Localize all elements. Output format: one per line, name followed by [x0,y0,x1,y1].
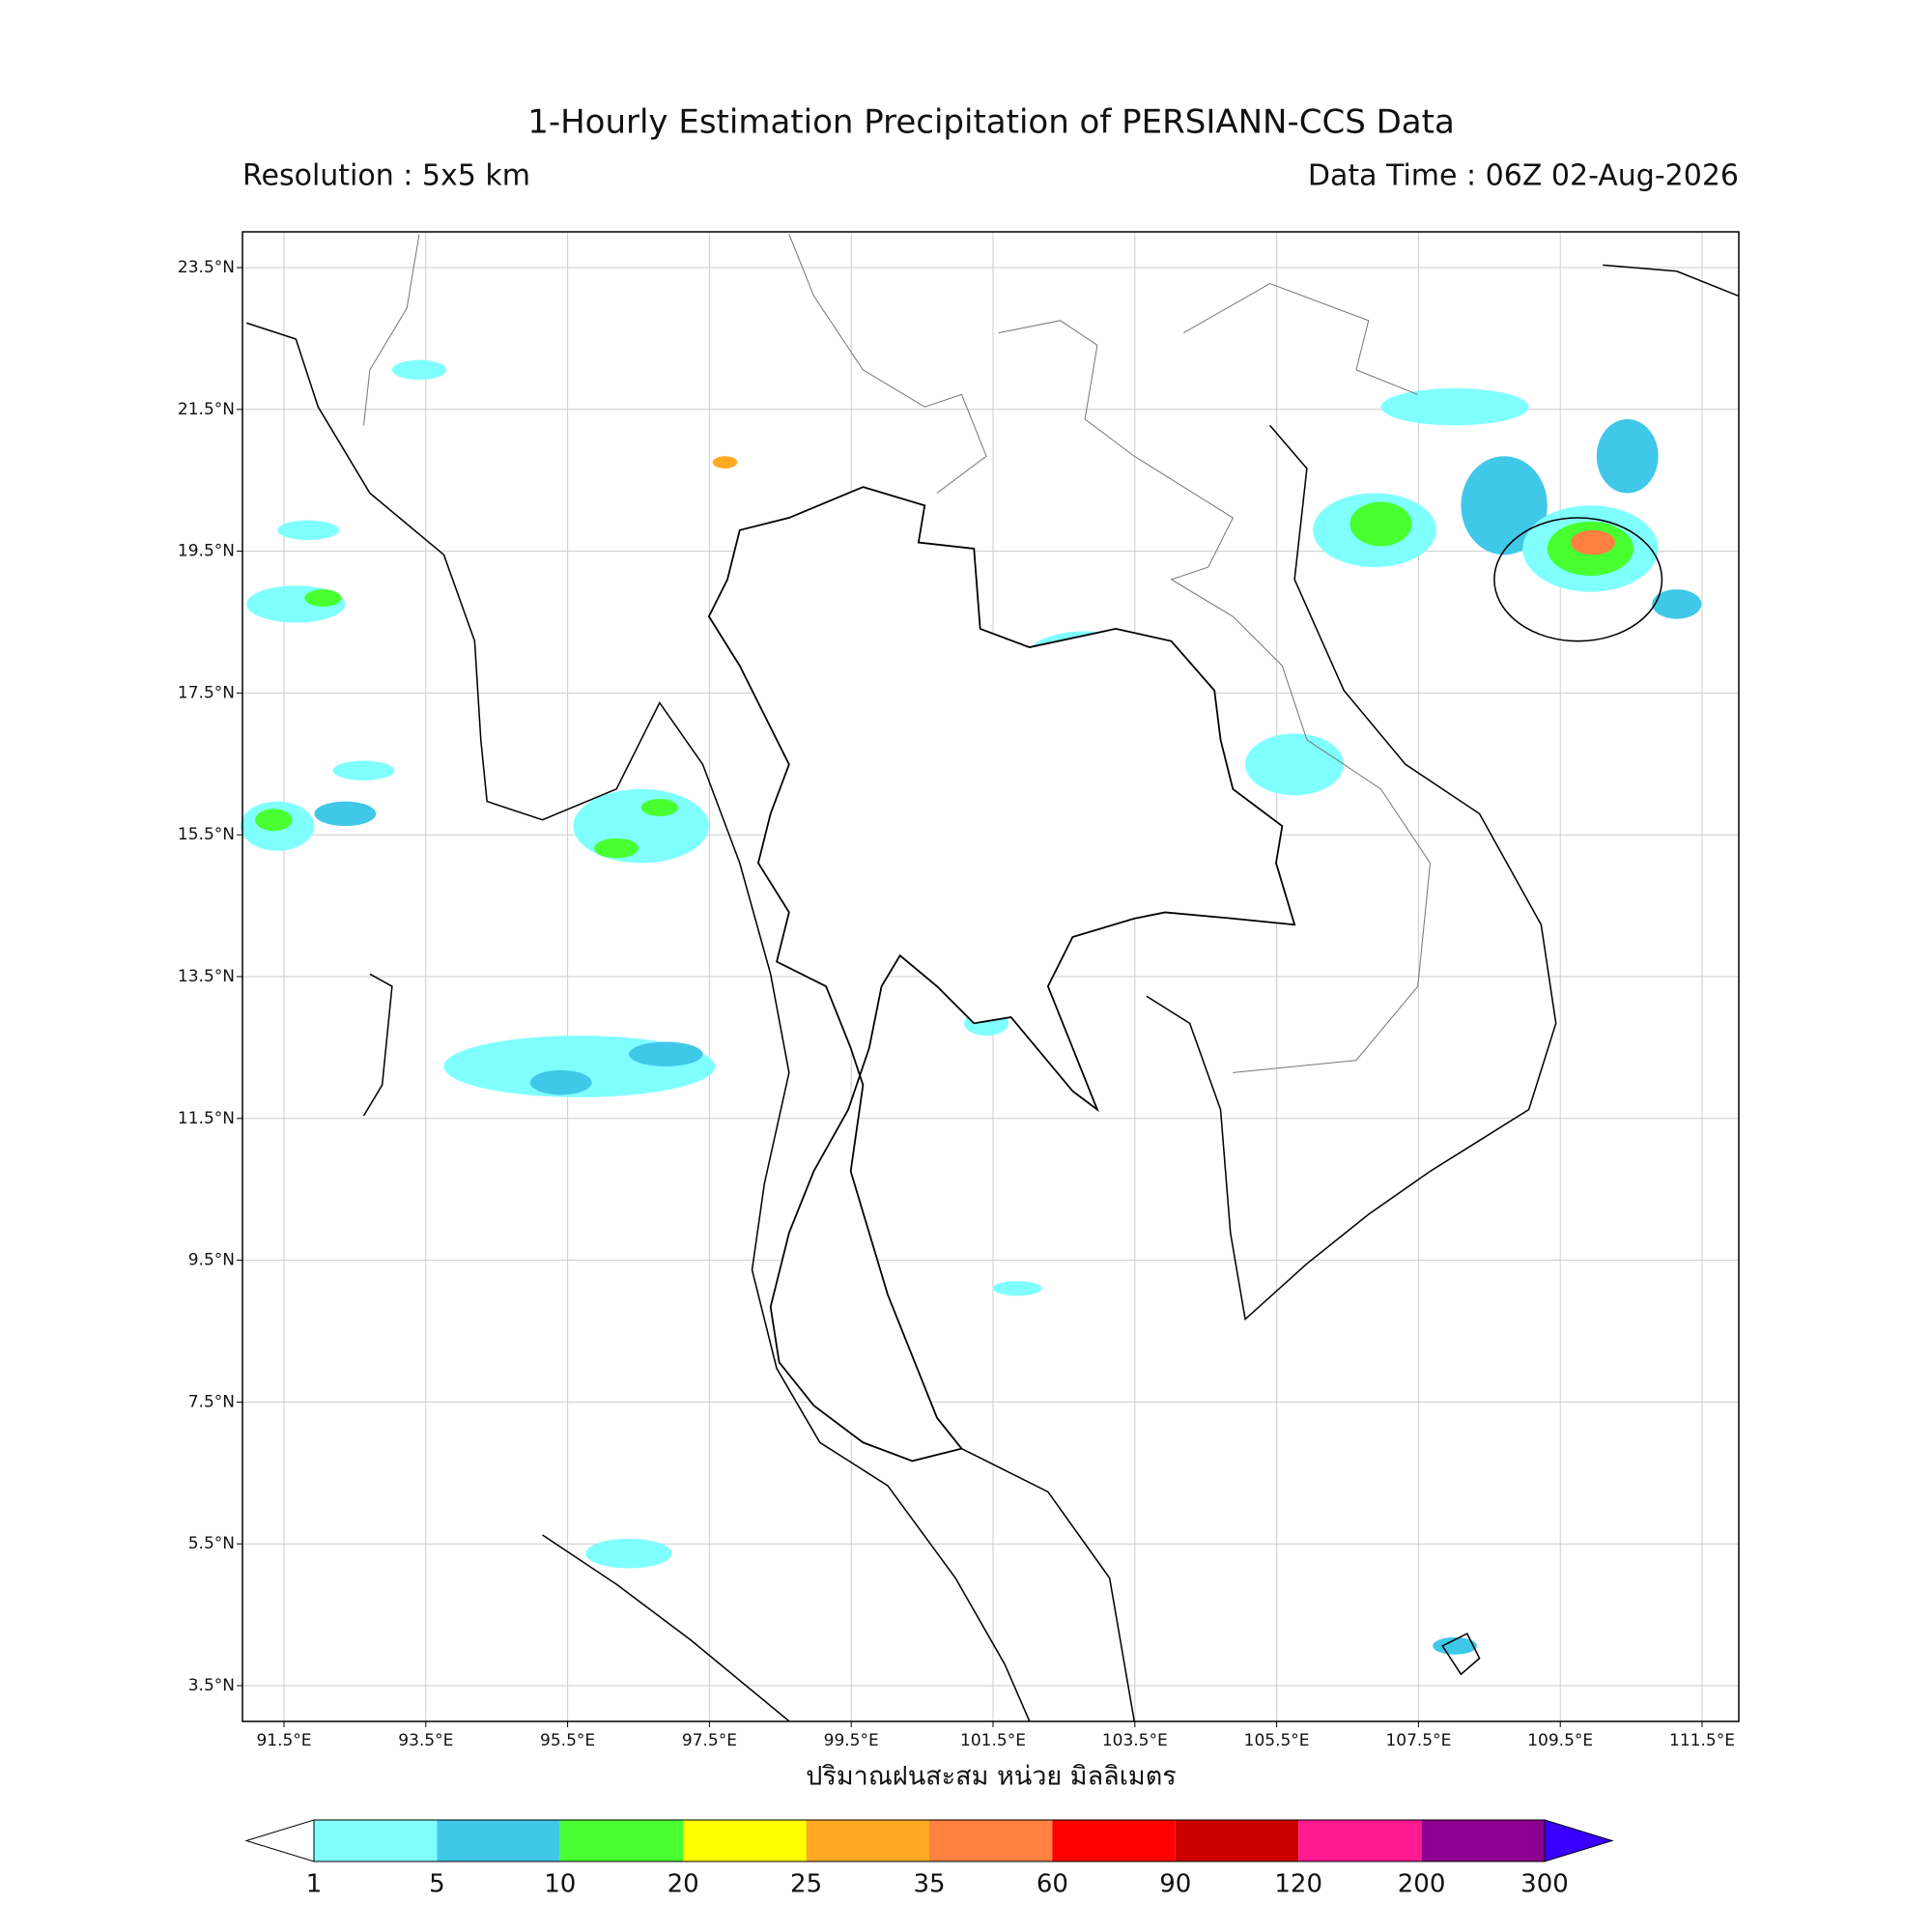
colorbar-label: 90 [1159,1870,1191,1899]
colorbar-frame [313,1819,1546,1862]
lat-tick-label: 17.5°N [178,683,235,702]
lat-tick-label: 11.5°N [178,1109,235,1128]
colorbar-label: 120 [1274,1870,1322,1899]
lat-tick-label: 13.5°N [178,967,235,986]
thailand [707,486,1296,1463]
lon-tick-label: 105.5°E [1244,1731,1310,1750]
coastlines [246,264,1739,1722]
colorbar-label: 60 [1037,1870,1068,1899]
lon-tick-label: 91.5°E [256,1731,311,1750]
lon-tick-label: 109.5°E [1527,1731,1593,1750]
lon-tick-label: 111.5°E [1669,1731,1735,1750]
lat-tick-label: 5.5°N [188,1534,235,1553]
resolution: Resolution : 5x5 km [242,159,530,193]
color-segment [1052,1820,1176,1861]
lon-tick-label: 97.5°E [682,1731,737,1750]
lat-tick-label: 19.5°N [178,542,235,561]
lat-tick-label: 21.5°N [178,400,235,419]
color-segment [1421,1820,1545,1861]
data-time: Data Time : 06Z 02-Aug-2026 [1308,159,1739,193]
lon-tick-label: 99.5°E [824,1731,879,1750]
lat-tick-label: 3.5°N [188,1676,235,1695]
over-arrow [1544,1819,1614,1862]
color-segment [559,1820,684,1861]
colorbar-label: 25 [790,1870,822,1899]
color-segment [929,1820,1053,1861]
title: 1-Hourly Estimation Precipitation of PER… [527,103,1455,142]
map-frame [242,231,1740,1722]
x-axis-label: ปริมาณฝนสะสม หน่วย มิลลิเมตร [806,1762,1177,1792]
color-segment [683,1820,807,1861]
lon-tick-label: 95.5°E [540,1731,595,1750]
color-segment [806,1820,929,1861]
lat-tick-label: 15.5°N [178,825,235,844]
lon-tick-label: 93.5°E [398,1731,453,1750]
lon-tick-label: 103.5°E [1102,1731,1168,1750]
lat-tick-label: 23.5°N [178,258,235,277]
lon-tick-label: 107.5°E [1385,1731,1451,1750]
under-arrow [244,1819,315,1862]
colorbar-label: 300 [1520,1870,1569,1899]
colorbar-label: 5 [429,1870,445,1899]
colorbar-label: 10 [544,1870,576,1899]
map [240,234,1739,1722]
color-segment [1298,1820,1422,1861]
color-segment [437,1820,560,1861]
colorbar: 1 5 10 20 25 35 60 90 120 200 300 [244,1819,1614,1899]
colorbar-label: 1 [306,1870,323,1899]
lat-tick-label: 7.5°N [188,1392,235,1411]
colorbar-label: 35 [913,1870,945,1899]
colorbar-label: 200 [1398,1870,1446,1899]
colorbar-label: 20 [668,1870,699,1899]
color-segment [314,1820,438,1861]
borders [363,234,1432,1073]
color-segment [1175,1820,1299,1861]
lon-tick-label: 101.5°E [960,1731,1026,1750]
lat-tick-label: 9.5°N [188,1251,235,1270]
